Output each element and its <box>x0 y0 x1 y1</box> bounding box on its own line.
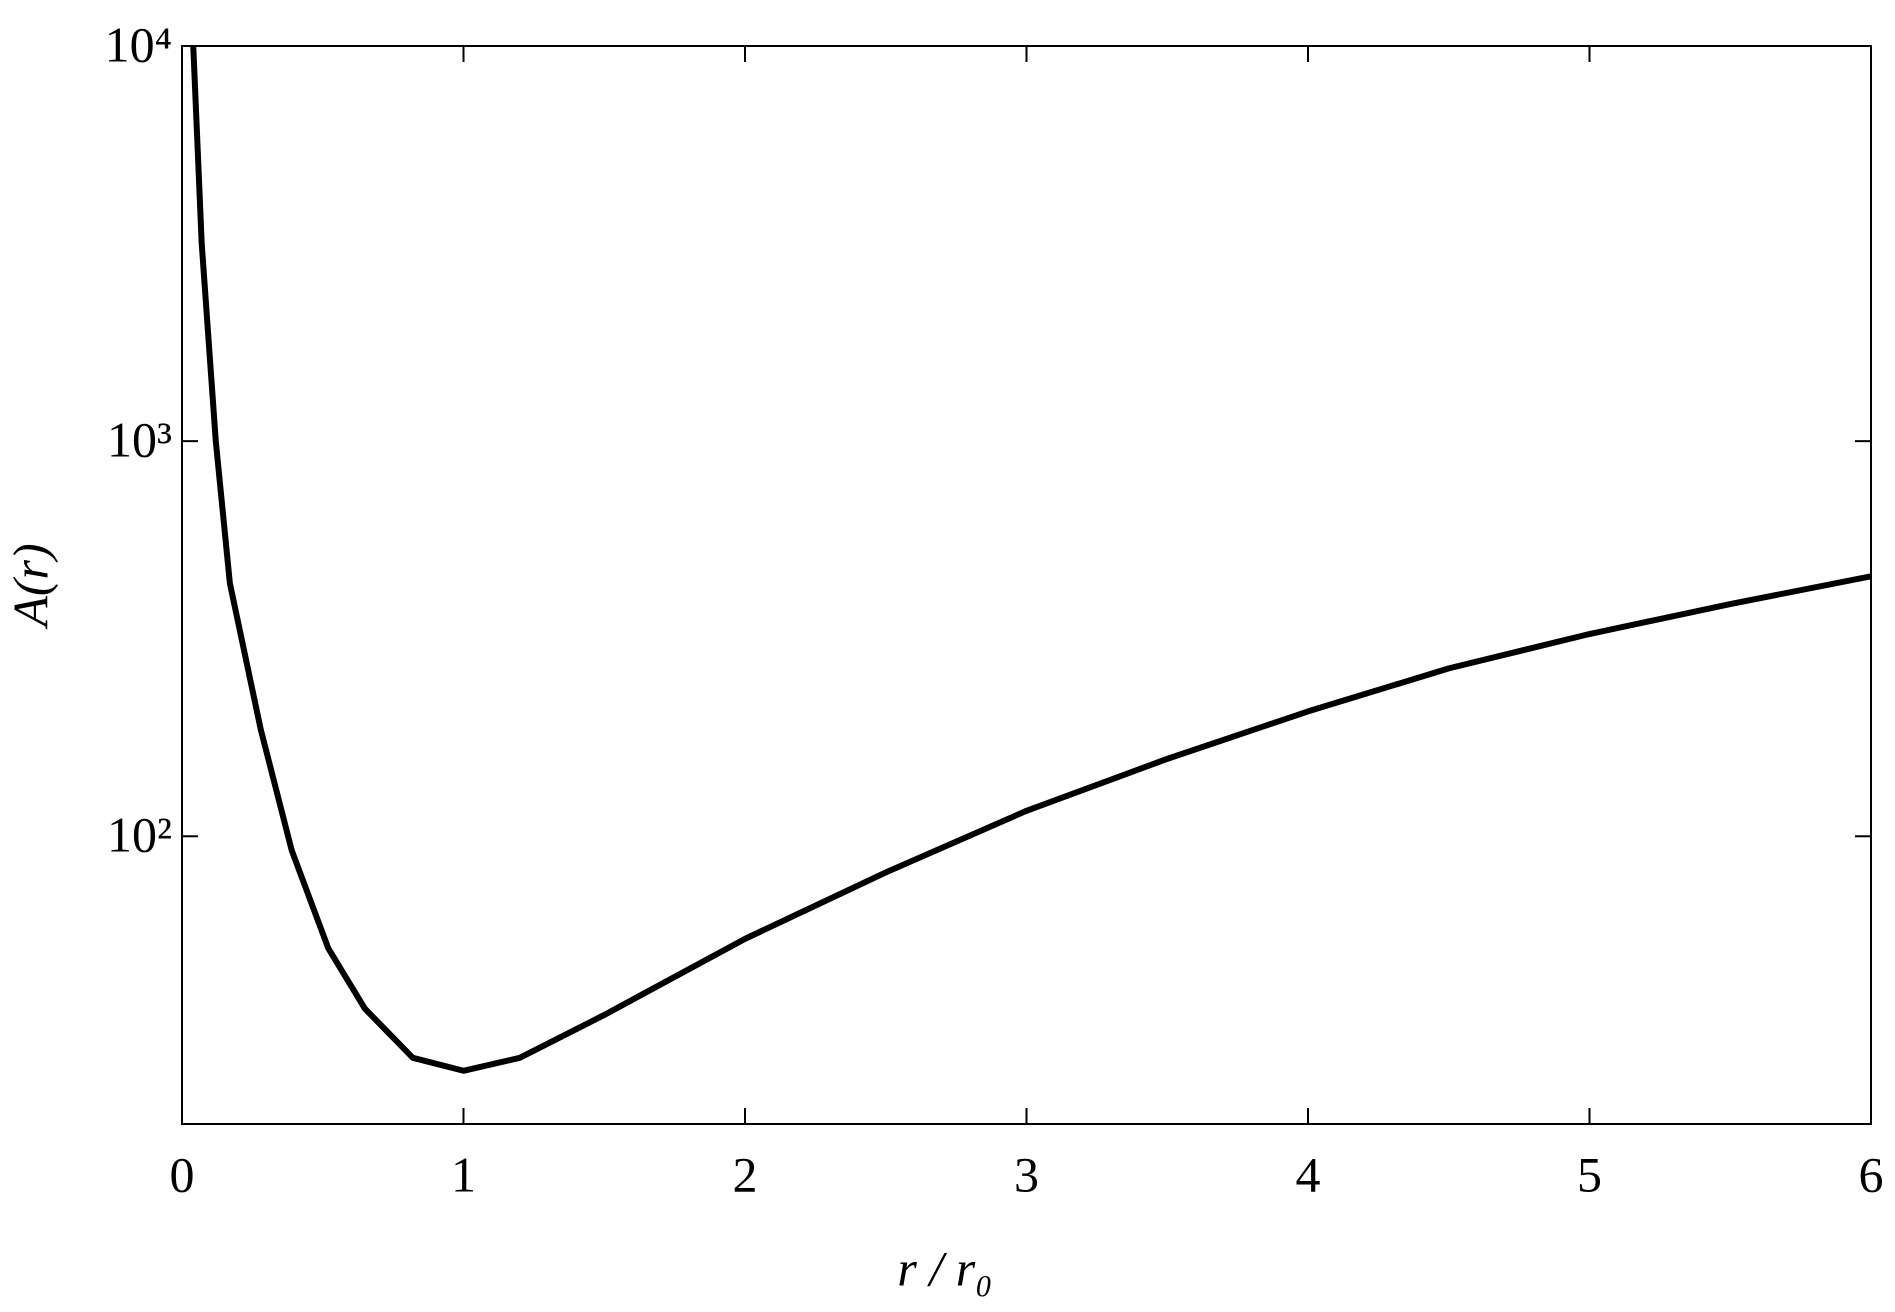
y-tick-label: 10³ <box>107 412 172 468</box>
x-tick-label: 2 <box>733 1146 758 1202</box>
x-tick-label: 4 <box>1296 1146 1321 1202</box>
plot-frame <box>181 45 1872 1125</box>
x-tick-label: 5 <box>1577 1146 1602 1202</box>
y-axis-label: A(r) <box>2 543 58 629</box>
data-line <box>190 45 1872 1074</box>
y-tick-label: 10⁴ <box>105 16 172 72</box>
y-tick-label: 10² <box>107 807 172 863</box>
x-tick-label: 0 <box>170 1146 195 1202</box>
x-tick-label: 6 <box>1859 1146 1884 1202</box>
x-axis-label: r / r₀ <box>897 1240 992 1296</box>
x-tick-label: 1 <box>451 1146 476 1202</box>
x-tick-label: 3 <box>1014 1146 1039 1202</box>
